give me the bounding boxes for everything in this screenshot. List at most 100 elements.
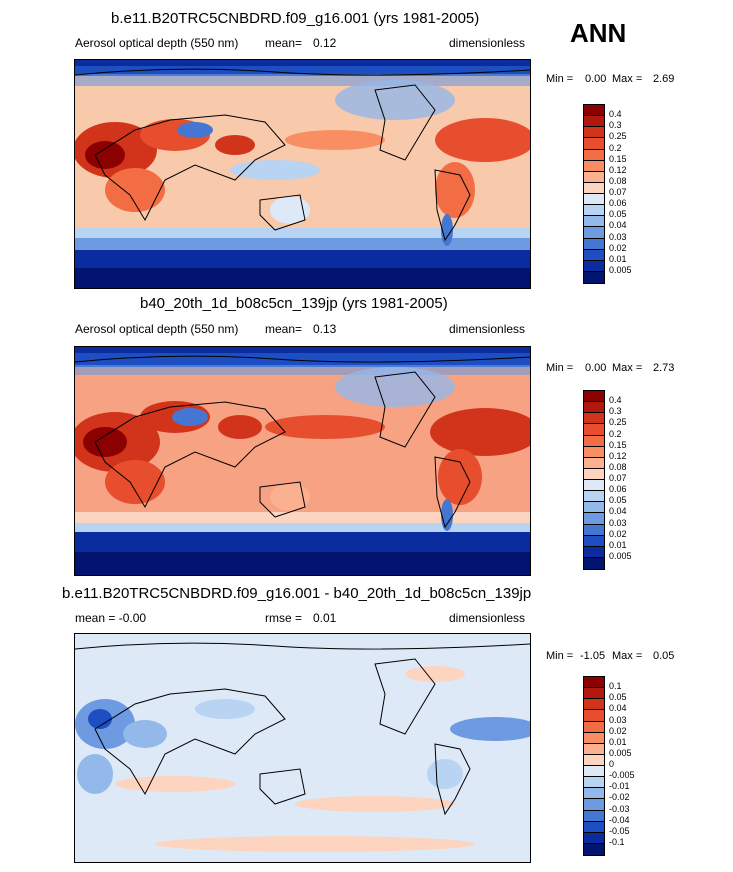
panel3-map-svg <box>75 634 530 862</box>
panel1-min-label: Min = <box>546 73 574 85</box>
colorbar-tick-label: 0 <box>609 759 615 769</box>
colorbar-swatch <box>584 777 604 789</box>
colorbar-tick-label: 0.05 <box>609 495 627 506</box>
colorbar-tick-label: -0.04 <box>609 814 630 825</box>
colorbar-tick-label: 0.04 <box>609 703 627 714</box>
panel1-map <box>74 59 531 289</box>
panel1-units-label: dimensionless <box>449 36 526 50</box>
panel2-variable-label: Aerosol optical depth (550 nm) <box>75 322 239 336</box>
colorbar-tick-label: 0.03 <box>609 714 627 725</box>
panel1-mean-label: mean= <box>265 36 303 50</box>
colorbar-tick-label: 0.05 <box>609 209 627 220</box>
colorbar-tick-label: 0.005 <box>609 550 632 561</box>
colorbar-tick-label: 0.1 <box>609 681 622 692</box>
panel3-max-value: 0.05 <box>653 650 675 662</box>
colorbar-swatch <box>584 546 604 558</box>
colorbar-tick-label: 0.03 <box>609 231 627 242</box>
colorbar-swatch <box>584 435 604 447</box>
colorbar-swatch <box>584 424 604 436</box>
colorbar-tick-label: 0.12 <box>609 164 627 175</box>
panel3-colorbar <box>583 676 605 856</box>
colorbar-swatch <box>584 182 604 194</box>
panel1-mean-value: 0.12 <box>313 36 337 50</box>
colorbar-tick-label: 0.005 <box>609 747 632 758</box>
panel2-map <box>74 346 531 576</box>
colorbar-tick-label: 0.01 <box>609 736 627 747</box>
colorbar-tick-label: 0.02 <box>609 725 627 736</box>
colorbar-tick-label: 0.2 <box>609 142 622 153</box>
panel1-title: b.e11.B20TRC5CNBDRD.f09_g16.001 (yrs 198… <box>111 10 480 27</box>
colorbar-swatch <box>584 205 604 217</box>
colorbar-swatch <box>584 710 604 722</box>
panel3-mean-label: mean = -0.00 <box>75 611 147 625</box>
panel1-min-value: 0.00 <box>585 73 607 85</box>
colorbar-tick-label: 0.01 <box>609 253 627 264</box>
panel1-colorbar <box>583 104 605 284</box>
panel2-max-label: Max = <box>612 362 643 374</box>
colorbar-tick-label: 0.03 <box>609 517 627 528</box>
colorbar-swatch <box>584 105 604 117</box>
colorbar-swatch <box>584 743 604 755</box>
colorbar-tick-label: 0.07 <box>609 187 627 197</box>
colorbar-swatch <box>584 413 604 425</box>
colorbar-swatch <box>584 754 604 766</box>
colorbar-swatch <box>584 832 604 844</box>
panel1-variable-label: Aerosol optical depth (550 nm) <box>75 36 239 50</box>
colorbar-swatch <box>584 446 604 458</box>
colorbar-swatch <box>584 721 604 733</box>
colorbar-swatch <box>584 160 604 172</box>
colorbar-swatch <box>584 194 604 206</box>
colorbar-swatch <box>584 677 604 689</box>
panel1-max-value: 2.69 <box>653 73 675 85</box>
colorbar-swatch <box>584 699 604 711</box>
colorbar-tick-label: 0.3 <box>609 406 622 417</box>
colorbar-swatch <box>584 249 604 261</box>
panel2-colorbar <box>583 390 605 570</box>
colorbar-tick-label: 0.25 <box>609 417 627 428</box>
colorbar-tick-label: 0.15 <box>609 439 627 450</box>
colorbar-tick-label: -0.03 <box>609 803 630 814</box>
panel2-min-label: Min = <box>546 362 574 374</box>
panel3-min-label: Min = <box>546 650 574 662</box>
panel3-units-label: dimensionless <box>449 611 526 625</box>
colorbar-tick-label: -0.005 <box>609 770 635 781</box>
colorbar-tick-label: 0.25 <box>609 131 627 142</box>
colorbar-tick-label: -0.1 <box>609 836 625 847</box>
colorbar-swatch <box>584 138 604 150</box>
colorbar-swatch <box>584 688 604 700</box>
panel3-map <box>74 633 531 863</box>
colorbar-tick-label: 0.08 <box>609 175 627 186</box>
colorbar-tick-label: 0.12 <box>609 450 627 461</box>
colorbar-tick-label: 0.05 <box>609 692 627 703</box>
colorbar-swatch <box>584 402 604 414</box>
colorbar-tick-label: 0.15 <box>609 153 627 164</box>
colorbar-tick-label: 0.06 <box>609 484 627 495</box>
colorbar-swatch <box>584 127 604 139</box>
colorbar-swatch <box>584 227 604 239</box>
colorbar-swatch <box>584 766 604 778</box>
colorbar-swatch <box>584 260 604 272</box>
panel2-mean-label: mean= <box>265 322 303 336</box>
colorbar-swatch <box>584 843 604 855</box>
colorbar-tick-label: 0.005 <box>609 264 632 275</box>
panel2-map-svg <box>75 347 530 575</box>
colorbar-swatch <box>584 788 604 800</box>
colorbar-swatch <box>584 238 604 250</box>
panel2-min-value: 0.00 <box>585 362 607 374</box>
colorbar-tick-label: -0.05 <box>609 825 630 836</box>
colorbar-swatch <box>584 732 604 744</box>
colorbar-swatch <box>584 799 604 811</box>
colorbar-tick-label: 0.02 <box>609 528 627 539</box>
colorbar-tick-label: 0.4 <box>609 395 622 406</box>
colorbar-swatch <box>584 535 604 547</box>
colorbar-swatch <box>584 480 604 492</box>
colorbar-swatch <box>584 513 604 525</box>
colorbar-swatch <box>584 171 604 183</box>
colorbar-swatch <box>584 491 604 503</box>
colorbar-tick-label: 0.06 <box>609 198 627 209</box>
colorbar-tick-label: 0.4 <box>609 109 622 120</box>
colorbar-swatch <box>584 502 604 514</box>
panel2-max-value: 2.73 <box>653 362 675 374</box>
colorbar-tick-label: 0.04 <box>609 220 627 231</box>
colorbar-tick-label: 0.3 <box>609 120 622 131</box>
